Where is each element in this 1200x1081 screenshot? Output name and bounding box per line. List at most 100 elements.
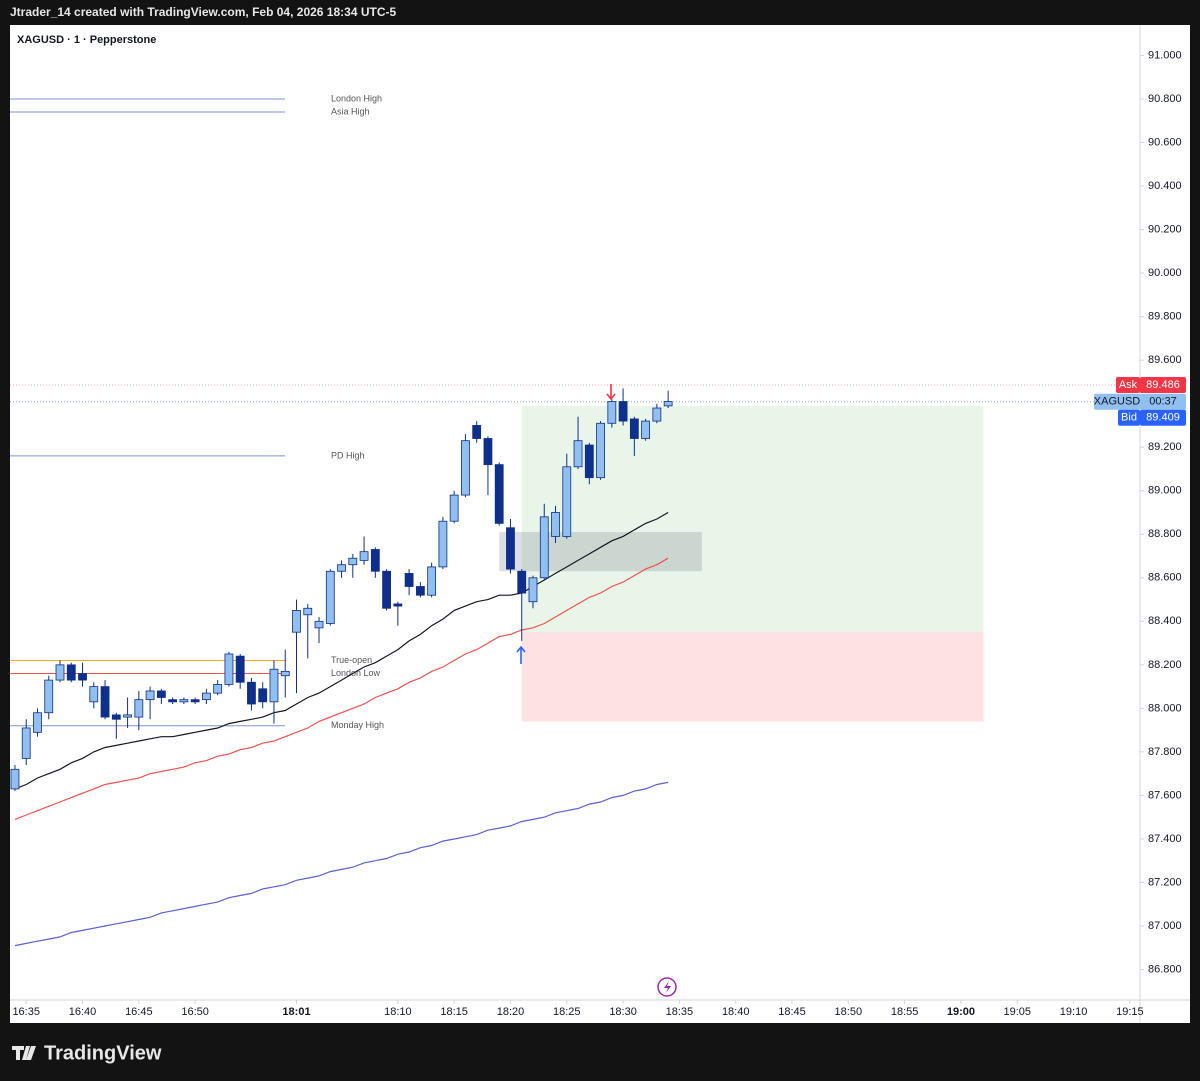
candle xyxy=(10,764,20,792)
candle xyxy=(562,453,572,539)
candle-body xyxy=(393,603,403,607)
candle-body xyxy=(494,464,504,524)
candle-body xyxy=(21,727,31,759)
candle xyxy=(607,399,617,428)
candle-body xyxy=(427,566,437,596)
candle-body xyxy=(551,512,560,537)
candle xyxy=(235,653,245,689)
brand-logo: TradingView xyxy=(12,1042,162,1064)
candle xyxy=(438,516,448,570)
candle xyxy=(483,436,493,496)
candle-body xyxy=(641,420,651,439)
candle xyxy=(224,651,234,687)
sell-arrow xyxy=(606,384,616,401)
alert-icon[interactable] xyxy=(657,977,677,997)
candle xyxy=(314,616,324,644)
candle-body xyxy=(258,688,268,703)
candle xyxy=(168,697,178,705)
candle xyxy=(33,708,42,737)
candle-body xyxy=(269,668,279,703)
candle xyxy=(337,560,346,578)
candle-body xyxy=(539,516,549,579)
candle-body xyxy=(111,714,121,720)
candle-body xyxy=(325,570,335,624)
chart-panel xyxy=(10,25,1190,1023)
position-loss xyxy=(521,632,984,722)
x-tick-label: 18:25 xyxy=(553,1006,581,1018)
bid-price-bg xyxy=(1140,409,1186,426)
moving-average xyxy=(14,557,669,820)
candle-body xyxy=(213,684,223,694)
x-tick-label: 19:15 xyxy=(1116,1006,1144,1018)
x-tick-label: 19:10 xyxy=(1060,1006,1088,1018)
candle-body xyxy=(314,620,324,629)
ask-price: 89.486 xyxy=(1146,379,1180,391)
candle-body xyxy=(66,664,76,681)
candle xyxy=(134,690,144,731)
candle-body xyxy=(179,699,189,703)
candle-body xyxy=(190,699,200,703)
y-tick-label: 88.400 xyxy=(1148,615,1182,627)
candle xyxy=(359,536,369,565)
brand-name: TradingView xyxy=(44,1042,162,1064)
y-tick-label: 86.800 xyxy=(1148,963,1182,975)
x-tick-label: 18:50 xyxy=(835,1006,863,1018)
bid-tag-bg xyxy=(1118,409,1140,426)
candle-body xyxy=(337,564,346,572)
level-label: London Low xyxy=(331,668,381,678)
candle-body xyxy=(370,549,380,572)
ask-price-bg xyxy=(1140,376,1186,393)
candle xyxy=(145,686,155,720)
candle-body xyxy=(55,664,65,681)
y-tick-label: 90.800 xyxy=(1148,93,1182,105)
chart-title: XAGUSD · 1 · Pepperstone xyxy=(17,34,156,46)
candle-body xyxy=(292,610,301,633)
candle-body xyxy=(123,714,132,718)
position-profit xyxy=(521,405,984,633)
candle xyxy=(213,680,223,696)
alert-bolt xyxy=(664,981,671,993)
candle-body xyxy=(33,712,42,733)
bid-price: 89.409 xyxy=(1146,412,1180,424)
candle-body xyxy=(89,686,99,703)
x-tick-label: 18:30 xyxy=(609,1006,637,1018)
symbol-tag-bg xyxy=(1094,393,1140,410)
candle xyxy=(461,434,470,498)
candle-body xyxy=(517,570,527,594)
x-tick-label: 18:35 xyxy=(666,1006,694,1018)
y-tick-label: 89.000 xyxy=(1148,485,1182,497)
candle xyxy=(596,421,605,480)
candle-body xyxy=(449,494,459,522)
candle xyxy=(156,688,166,705)
candle-body xyxy=(10,768,20,790)
candle-body xyxy=(573,440,583,468)
x-tick-label: 18:45 xyxy=(778,1006,806,1018)
y-tick-label: 87.200 xyxy=(1148,876,1182,888)
candle xyxy=(506,519,515,574)
x-tick-label: 18:20 xyxy=(497,1006,525,1018)
y-tick-label: 87.400 xyxy=(1148,833,1182,845)
x-tick-label: 16:40 xyxy=(69,1006,97,1018)
candle-body xyxy=(145,690,155,701)
candle xyxy=(584,442,594,485)
candle xyxy=(494,462,504,526)
candle-body xyxy=(235,655,245,683)
candle xyxy=(280,649,290,698)
candle-body xyxy=(438,520,448,568)
y-tick-label: 89.600 xyxy=(1148,354,1182,366)
candle-body xyxy=(415,586,425,596)
candle xyxy=(517,569,527,641)
candle xyxy=(393,601,403,626)
x-tick-label: 16:35 xyxy=(12,1006,40,1018)
candle-body xyxy=(382,570,391,609)
y-tick-label: 88.600 xyxy=(1148,572,1182,584)
candle xyxy=(258,682,268,709)
candle xyxy=(78,662,87,687)
y-tick-label: 90.200 xyxy=(1148,223,1182,235)
candle-body xyxy=(303,607,313,616)
y-tick-label: 88.800 xyxy=(1148,528,1182,540)
candle xyxy=(427,562,437,598)
level-label: PD High xyxy=(331,450,365,460)
candle xyxy=(202,688,211,705)
